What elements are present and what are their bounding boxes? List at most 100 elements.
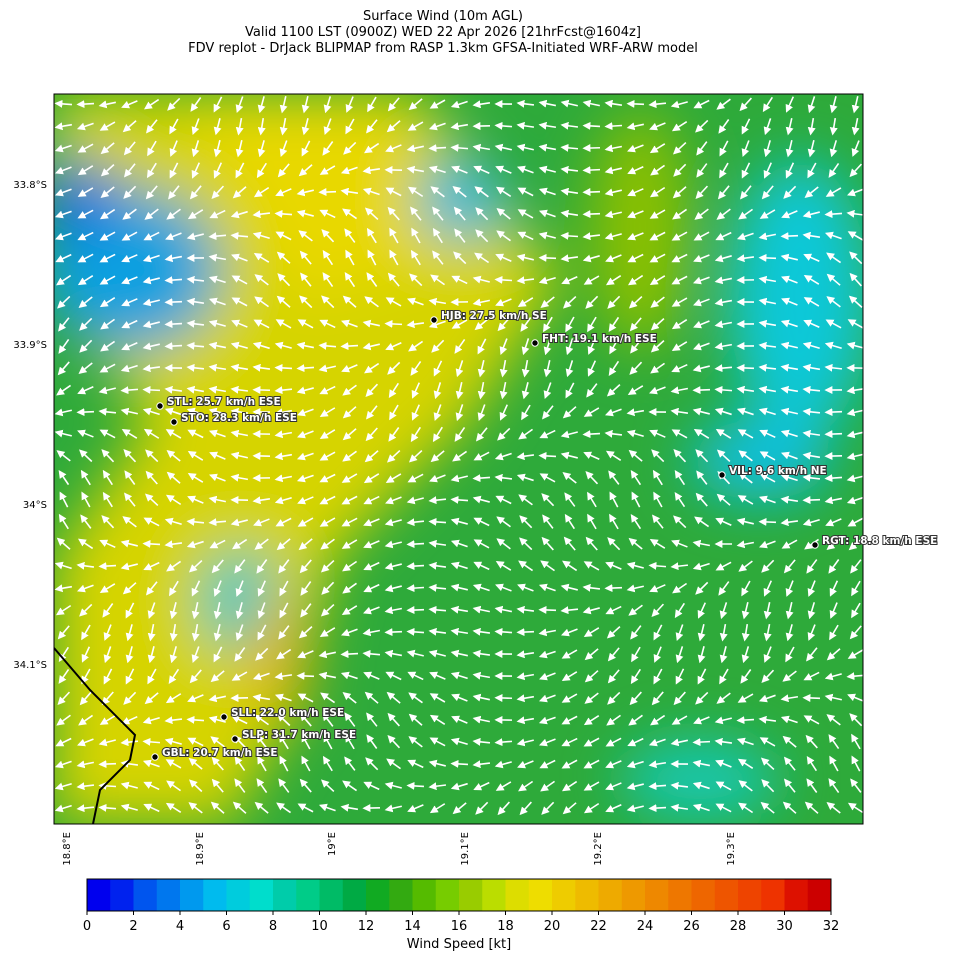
- station-marker: [152, 754, 158, 760]
- wind-arrow: [452, 764, 468, 765]
- colorbar-segment: [157, 879, 181, 911]
- wind-arrow: [100, 566, 116, 567]
- colorbar-segment: [110, 879, 134, 911]
- lon-label: 19.1°E: [460, 832, 471, 866]
- wind-arrow: [496, 631, 512, 632]
- wind-arrow: [760, 258, 776, 259]
- wind-arrow: [298, 676, 314, 677]
- colorbar-segment: [413, 879, 437, 911]
- colorbar-segment: [134, 879, 158, 911]
- lon-label: 18.8°E: [62, 832, 73, 866]
- colorbar-segment: [389, 879, 413, 911]
- wind-arrow: [276, 368, 292, 369]
- colorbar-tick-label: 0: [83, 919, 91, 934]
- lat-label: 33.8°S: [13, 180, 47, 191]
- wind-arrow: [166, 302, 182, 303]
- wind-arrow: [342, 346, 358, 347]
- colorbar-segment: [87, 879, 111, 911]
- wind-arrow: [430, 521, 446, 522]
- wind-arrow: [782, 236, 798, 237]
- colorbar-label: Wind Speed [kt]: [407, 937, 511, 952]
- station-marker: [812, 542, 818, 548]
- station-label: HJB: 27.5 km/h SE: [441, 310, 547, 322]
- station-label: FHT: 19.1 km/h ESE: [542, 333, 657, 345]
- wind-arrow: [540, 610, 556, 611]
- colorbar-segment: [599, 879, 623, 911]
- colorbar-tick-label: 12: [358, 919, 375, 934]
- wind-arrow: [562, 235, 578, 236]
- wind-arrow: [584, 126, 600, 127]
- colorbar-tick-label: 22: [590, 919, 607, 934]
- wind-arrow: [78, 104, 94, 105]
- colorbar-segment: [529, 879, 553, 911]
- title-line: FDV replot - DrJack BLIPMAP from RASP 1.…: [188, 41, 698, 56]
- colorbar-segment: [203, 879, 227, 911]
- wind-arrow: [694, 390, 710, 391]
- wind-arrow: [650, 808, 666, 809]
- colorbar-tick-label: 18: [497, 919, 514, 934]
- colorbar-segment: [692, 879, 716, 911]
- wind-arrow: [408, 587, 424, 588]
- map-field: [40, 94, 870, 824]
- wind-arrow: [78, 412, 94, 413]
- wind-arrow: [518, 632, 534, 633]
- colorbar-tick-label: 4: [176, 919, 184, 934]
- colorbar-tick-label: 16: [451, 919, 468, 934]
- wind-arrow: [430, 148, 446, 149]
- wind-arrow: [826, 412, 842, 413]
- colorbar-segment: [366, 879, 390, 911]
- colorbar-tick-label: 6: [222, 919, 230, 934]
- title-line: Valid 1100 LST (0900Z) WED 22 Apr 2026 […: [245, 25, 641, 40]
- title-line: Surface Wind (10m AGL): [363, 9, 523, 24]
- lon-label: 18.9°E: [195, 832, 206, 866]
- wind-arrow: [650, 785, 666, 786]
- wind-arrow: [606, 125, 622, 126]
- colorbar-segment: [482, 879, 506, 911]
- colorbar-segment: [808, 879, 832, 911]
- station-marker: [719, 472, 725, 478]
- wind-arrow: [826, 434, 842, 435]
- colorbar-segment: [320, 879, 344, 911]
- wind-arrow: [166, 279, 182, 280]
- colorbar-segment: [668, 879, 692, 911]
- wind-arrow: [584, 214, 600, 215]
- wind-arrow: [408, 631, 424, 632]
- colorbar-tick-label: 26: [683, 919, 700, 934]
- lat-label: 34.1°S: [13, 660, 47, 671]
- wind-arrow: [584, 434, 600, 435]
- wind-arrow: [166, 324, 182, 325]
- station-label: RGT: 18.8 km/h ESE: [822, 535, 937, 547]
- wind-arrow: [144, 544, 160, 545]
- colorbar-segment: [273, 879, 297, 911]
- station-label: SLL: 22.0 km/h ESE: [231, 707, 344, 719]
- wind-arrow: [606, 588, 622, 589]
- station-marker: [157, 403, 163, 409]
- colorbar-tick-label: 24: [637, 919, 654, 934]
- colorbar-tick-label: 14: [404, 919, 421, 934]
- colorbar-segment: [785, 879, 809, 911]
- wind-arrow: [826, 477, 842, 478]
- wind-arrow: [298, 367, 314, 368]
- colorbar-tick-label: 28: [730, 919, 747, 934]
- colorbar-tick-label: 32: [823, 919, 840, 934]
- colorbar-segment: [575, 879, 599, 911]
- station-marker: [171, 419, 177, 425]
- wind-arrow: [804, 698, 820, 699]
- wind-arrow: [474, 477, 490, 478]
- colorbar-tick-label: 20: [544, 919, 561, 934]
- colorbar-segment: [552, 879, 576, 911]
- wind-arrow: [760, 522, 776, 523]
- colorbar-segment: [459, 879, 483, 911]
- colorbar-tick-label: 30: [776, 919, 793, 934]
- wind-arrow: [100, 764, 116, 765]
- wind-arrow: [276, 213, 292, 214]
- colorbar-segment: [436, 879, 460, 911]
- wind-arrow: [320, 192, 336, 193]
- wind-arrow: [540, 456, 556, 457]
- lon-label: 19.3°E: [726, 832, 737, 866]
- colorbar-segment: [227, 879, 251, 911]
- wind-arrow: [628, 104, 644, 105]
- colorbar-segment: [715, 879, 739, 911]
- station-label: STL: 25.7 km/h ESE: [167, 396, 281, 408]
